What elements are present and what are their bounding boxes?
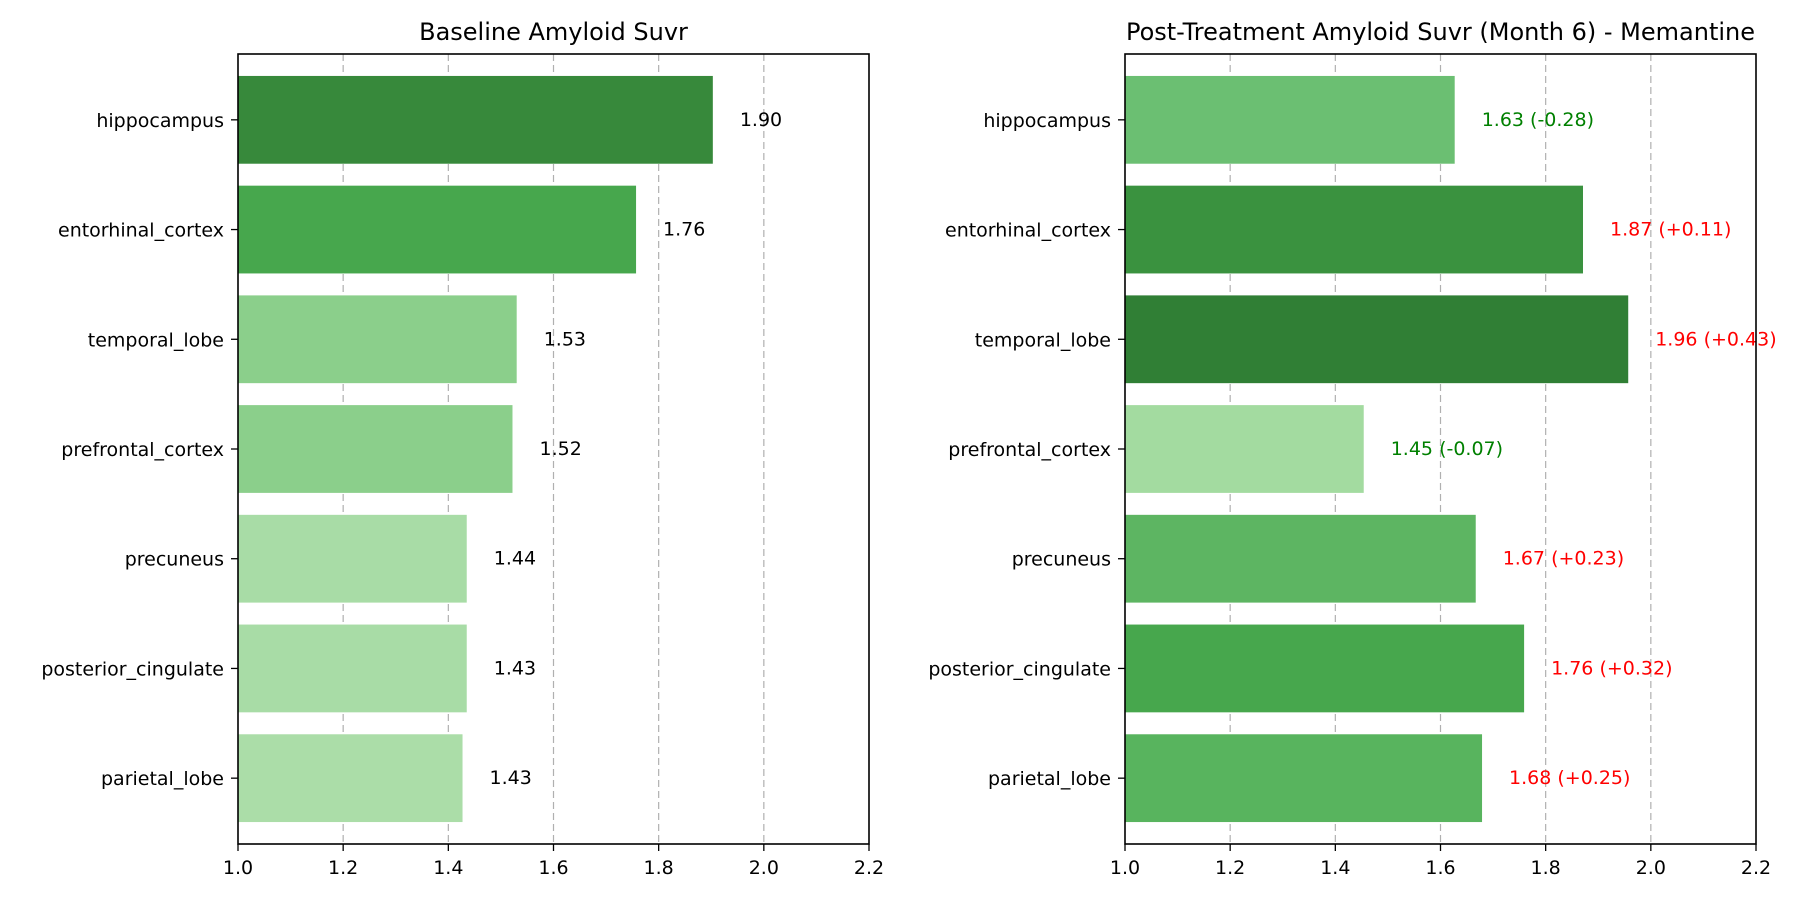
baseline-category-label: posterior_cingulate [41,658,224,680]
baseline-value-label: 1.52 [539,438,581,460]
post-treatment-category-label: precuneus [1012,549,1111,571]
baseline-x-tick-label: 1.4 [433,857,463,879]
baseline-x-tick-label: 1.8 [644,857,674,879]
post-treatment-category-label: parietal_lobe [988,768,1111,790]
baseline-x-tick-label: 2.0 [749,857,779,879]
baseline-category-label: entorhinal_cortex [58,220,224,242]
baseline-bar-posterior-cingulate [238,624,467,713]
post-treatment-bar-parietal-lobe [1125,734,1483,823]
post-treatment-value-label: 1.68 (+0.25) [1509,767,1630,789]
post-treatment-chart-title: Post-Treatment Amyloid Suvr (Month 6) - … [1126,18,1755,46]
baseline-category-label: temporal_lobe [88,329,224,351]
post-treatment-category-label: prefrontal_cortex [948,439,1111,461]
post-treatment-x-tick-label: 2.0 [1636,857,1666,879]
post-treatment-x-tick-label: 1.2 [1215,857,1245,879]
baseline-value-label: 1.90 [740,109,782,131]
post-treatment-category-label: entorhinal_cortex [945,220,1111,242]
baseline-chart-panel: hippocampus 1.90 entorhinal_cortex 1.76 temp… [41,18,884,879]
post-treatment-x-tick-label: 1.6 [1425,857,1455,879]
baseline-value-label: 1.76 [663,219,705,241]
post-treatment-x-tick-label: 1.4 [1320,857,1350,879]
post-treatment-bar-temporal-lobe [1125,295,1629,384]
post-treatment-category-label: hippocampus [983,110,1111,132]
baseline-bar-prefrontal-cortex [238,405,513,493]
baseline-category-label: hippocampus [96,110,224,132]
baseline-bar-parietal-lobe [238,734,463,823]
post-treatment-category-label: posterior_cingulate [928,658,1111,680]
post-treatment-value-label: 1.96 (+0.43) [1655,328,1776,350]
baseline-x-tick-label: 1.0 [223,857,253,879]
post-treatment-x-tick-label: 1.8 [1531,857,1561,879]
baseline-category-label: precuneus [125,549,224,571]
post-treatment-category-label: temporal_lobe [975,329,1111,351]
baseline-x-tick-label: 1.6 [538,857,568,879]
baseline-bar-temporal-lobe [238,295,517,384]
post-treatment-bar-precuneus [1125,514,1476,603]
post-treatment-value-label: 1.63 (-0.28) [1482,109,1594,131]
baseline-bar-precuneus [238,514,467,603]
post-treatment-value-label: 1.87 (+0.11) [1610,219,1731,241]
baseline-value-label: 1.53 [544,328,586,350]
post-treatment-bar-prefrontal-cortex [1125,405,1364,493]
baseline-category-label: parietal_lobe [101,768,224,790]
post-treatment-x-tick-label: 2.2 [1741,857,1771,879]
baseline-x-tick-label: 2.2 [854,857,884,879]
baseline-bar-hippocampus [238,75,713,164]
baseline-x-tick-label: 1.2 [328,857,358,879]
post-treatment-bar-posterior-cingulate [1125,624,1525,713]
post-treatment-bar-hippocampus [1125,75,1455,164]
post-treatment-chart-panel: hippocampus 1.63 (-0.28) entorhinal_cortex… [928,18,1776,879]
baseline-value-label: 1.44 [494,548,536,570]
post-treatment-value-label: 1.45 (-0.07) [1391,438,1503,460]
baseline-category-label: prefrontal_cortex [61,439,224,461]
post-treatment-bar-entorhinal-cortex [1125,185,1584,274]
post-treatment-value-label: 1.67 (+0.23) [1503,548,1624,570]
baseline-chart-title: Baseline Amyloid Suvr [419,18,688,46]
baseline-value-label: 1.43 [490,767,532,789]
post-treatment-x-tick-label: 1.0 [1110,857,1140,879]
baseline-bar-entorhinal-cortex [238,185,637,274]
baseline-value-label: 1.43 [494,657,536,679]
post-treatment-value-label: 1.76 (+0.32) [1551,657,1672,679]
